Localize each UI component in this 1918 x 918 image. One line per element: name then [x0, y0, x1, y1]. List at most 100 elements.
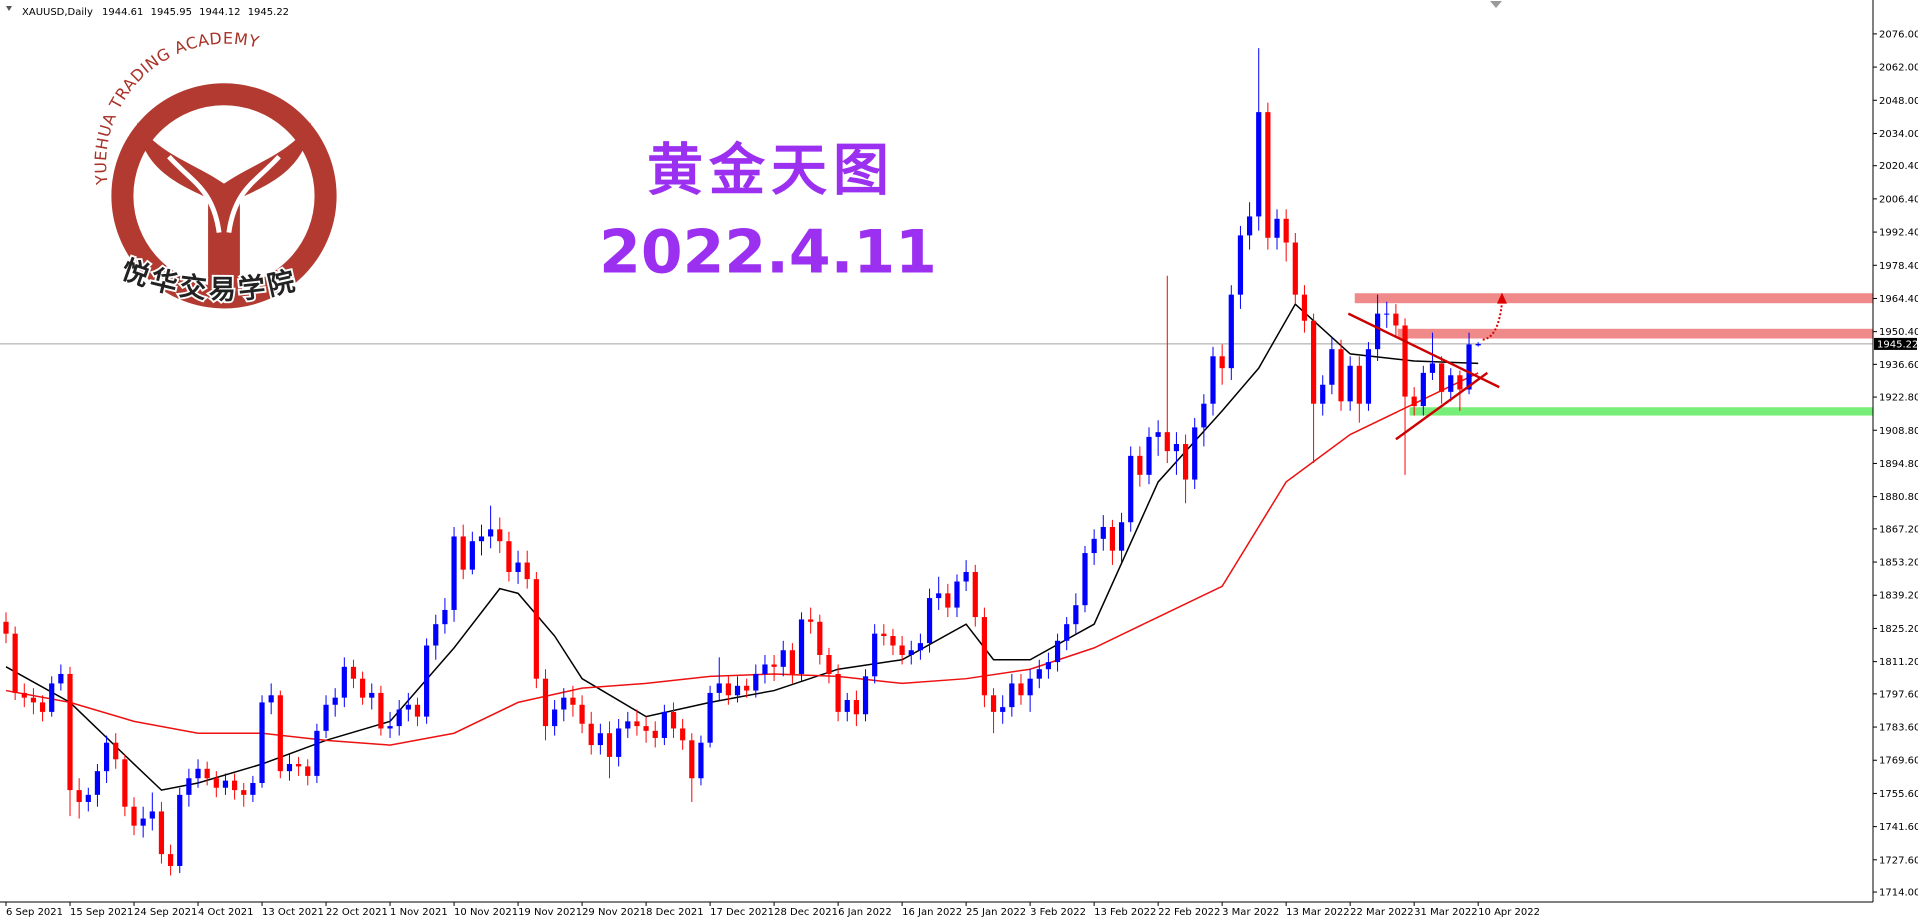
- candle-body: [808, 619, 814, 622]
- y-tick-label: 2020.40: [1879, 161, 1918, 172]
- candle-body: [259, 702, 265, 783]
- candle-body: [76, 790, 82, 802]
- x-tick-label: 22 Oct 2021: [326, 907, 388, 918]
- candle-body: [204, 768, 210, 779]
- x-tick-label: 10 Apr 2022: [1478, 907, 1540, 918]
- candle-body: [332, 697, 338, 705]
- x-tick-label: 22 Feb 2022: [1158, 907, 1220, 918]
- date-label: 2022.4.11: [599, 218, 937, 288]
- candle-body: [652, 730, 658, 738]
- candle-body: [1274, 218, 1280, 238]
- y-tick-label: 1811.20: [1879, 657, 1918, 668]
- candle-body: [625, 721, 631, 729]
- y-tick-label: 1769.60: [1879, 756, 1918, 767]
- candle-body: [1320, 384, 1326, 404]
- x-tick-label: 28 Dec 2021: [774, 907, 838, 918]
- x-tick-label: 10 Nov 2021: [454, 907, 518, 918]
- price-label-box: [1874, 337, 1917, 350]
- candle-body: [250, 782, 256, 795]
- candle-body: [1219, 356, 1225, 369]
- logo-symbol: [137, 122, 311, 292]
- x-tick-label: 13 Feb 2022: [1094, 907, 1156, 918]
- candle-body: [1237, 235, 1244, 295]
- header-low: 1944.12: [199, 7, 240, 18]
- candle-body: [21, 692, 27, 698]
- candle-body: [1256, 112, 1262, 217]
- shift-marker[interactable]: [1490, 1, 1502, 8]
- candle-body: [789, 650, 795, 674]
- candle-body: [1173, 444, 1180, 452]
- candle-body: [862, 676, 869, 715]
- moving-average: [5, 372, 1479, 746]
- candle-body: [497, 529, 503, 542]
- candle-body: [3, 621, 9, 634]
- candle-body: [360, 678, 366, 698]
- candle-body: [1347, 365, 1353, 402]
- price-zone: [1397, 328, 1873, 339]
- y-tick-label: 1755.60: [1879, 789, 1918, 800]
- x-tick-label: 3 Feb 2022: [1030, 907, 1086, 918]
- headline: 黄金天图: [647, 138, 895, 204]
- y-tick-label: 2048.00: [1879, 96, 1918, 107]
- y-tick-label: 1714.00: [1879, 888, 1918, 899]
- candle-body: [1448, 375, 1454, 392]
- price-zone: [1409, 407, 1873, 416]
- candle-body: [698, 742, 704, 779]
- candle-body: [1429, 363, 1436, 373]
- y-tick-label: 1741.60: [1879, 822, 1918, 833]
- candle-body: [561, 697, 567, 710]
- candle-body: [1329, 349, 1335, 385]
- candle-body: [734, 685, 741, 696]
- candle-body: [1146, 436, 1152, 475]
- x-tick-label: 3 Mar 2022: [1222, 907, 1279, 918]
- candle-body: [433, 624, 439, 646]
- candle-body: [826, 654, 832, 674]
- candle-body: [451, 536, 457, 610]
- candle-body: [542, 678, 549, 727]
- candle-body: [1292, 242, 1298, 295]
- candle-body: [744, 685, 750, 691]
- y-tick-label: 1936.60: [1879, 360, 1918, 371]
- candle-body: [689, 740, 695, 779]
- candle-body: [1036, 669, 1042, 679]
- candle-body: [149, 811, 155, 819]
- candle-body: [277, 695, 283, 772]
- candle-body: [1192, 427, 1198, 480]
- candle-body: [1338, 349, 1344, 402]
- candle-body: [488, 529, 494, 537]
- trendlines: [1347, 292, 1507, 441]
- y-tick-label: 1825.20: [1879, 624, 1918, 635]
- x-tick-label: 24 Sep 2021: [134, 907, 197, 918]
- candle-body: [1182, 444, 1189, 480]
- candle-body: [424, 645, 430, 717]
- candle-body: [725, 683, 731, 696]
- candle-body: [131, 806, 137, 826]
- x-tick-label: 6 Jan 2022: [838, 907, 892, 918]
- y-tick-label: 1853.20: [1879, 558, 1918, 569]
- candle-body: [222, 780, 229, 788]
- candle-body: [122, 759, 128, 807]
- candle-body: [1265, 112, 1271, 238]
- candle-body: [1439, 363, 1445, 392]
- y-tick-label: 1867.20: [1879, 524, 1918, 535]
- candle-body: [1027, 678, 1033, 696]
- candle-body: [945, 593, 951, 608]
- candle-body: [853, 700, 859, 715]
- candle-body: [67, 673, 73, 791]
- candle-body: [670, 711, 677, 729]
- candle-body: [936, 593, 942, 599]
- candle-body: [49, 683, 55, 712]
- y-tick-label: 2076.00: [1879, 29, 1918, 40]
- candle-body: [579, 704, 585, 724]
- candle-body: [926, 598, 933, 644]
- trendline: [1347, 312, 1500, 389]
- x-tick-label: 13 Oct 2021: [262, 907, 324, 918]
- candle-body: [1082, 553, 1088, 606]
- candle-body: [39, 702, 46, 712]
- candle-body: [1210, 356, 1216, 404]
- candle-body: [85, 794, 91, 802]
- candle-body: [844, 700, 850, 712]
- candle-body: [1164, 432, 1170, 452]
